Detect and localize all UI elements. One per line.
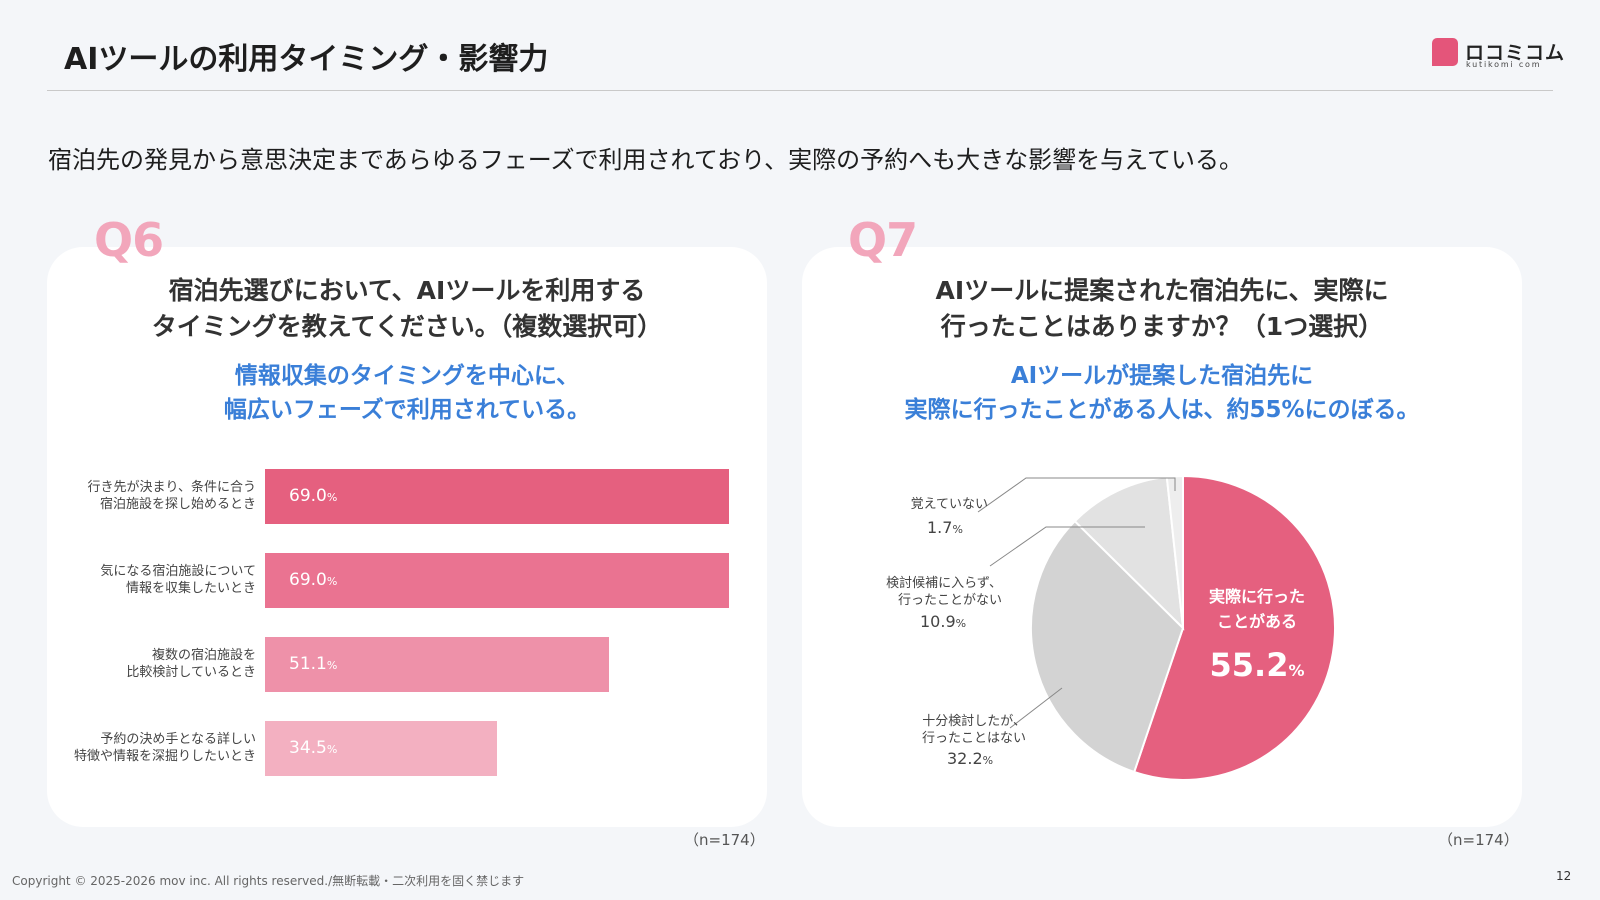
header-divider (47, 90, 1553, 91)
pie-callout-label-line: 十分検討したが、 (922, 714, 1026, 729)
pie-callout-label-line: 覚えていない (910, 497, 988, 512)
bar (265, 637, 609, 692)
bar-value-label: 51.1% (289, 637, 337, 693)
bar (265, 469, 729, 524)
pie-main-label: 実際に行った ことがある (1196, 584, 1318, 634)
pie-callout-label: 十分検討したが、 行ったことはない (922, 713, 1026, 747)
pie-callout-value: 32.2% (947, 749, 993, 768)
bar-category-line: 比較検討しているとき (126, 665, 256, 680)
bar-value-unit: % (326, 659, 338, 672)
pie-callout-value: 10.9% (920, 612, 966, 631)
bar-category-line: 複数の宿泊施設を (151, 648, 256, 663)
bar-value-unit: % (326, 491, 338, 504)
q7-question-line2: 行ったことはありますか？（1つ選択） (940, 312, 1384, 341)
pie-callout-value-unit: % (952, 523, 963, 536)
pie-callout-value-number: 32.2 (947, 749, 983, 768)
bar (265, 721, 497, 776)
q7-sample-size: （n=174） (1438, 831, 1519, 849)
pie-callout-value-number: 10.9 (920, 612, 956, 631)
pie-callout-value-unit: % (955, 617, 967, 630)
q6-card: 宿泊先選びにおいて、AIツールを利用する タイミングを教えてください。（複数選択… (47, 247, 767, 827)
q6-question-line2: タイミングを教えてください。（複数選択可） (151, 312, 663, 341)
pie-callout-value: 1.7% (927, 518, 963, 537)
q7-highlight-line2: 実際に行ったことがある人は、約55%にのぼる。 (904, 397, 1420, 423)
bar-category-line: 気になる宿泊施設について (100, 564, 256, 579)
pie-callout-label: 覚えていない (911, 496, 988, 513)
page-number: 12 (1556, 869, 1572, 883)
q7-question-line1: AIツールに提案された宿泊先に、実際に (935, 276, 1389, 305)
q6-label: Q6 (94, 213, 164, 267)
q6-sample-size: （n=174） (684, 831, 765, 849)
q7-card: AIツールに提案された宿泊先に、実際に 行ったことはありますか？（1つ選択） A… (802, 247, 1522, 827)
pie-callout-label-line: 行ったことはない (921, 731, 1026, 746)
pie-callout-label: 検討候補に入らず、行ったことがない (886, 575, 1002, 609)
bar-category-label: 複数の宿泊施設を比較検討しているとき (56, 647, 256, 681)
q6-highlight-line2: 幅広いフェーズで利用されている。 (223, 397, 591, 423)
pie-callout-label-line: 検討候補に入らず、 (886, 576, 1002, 591)
bar-category-label: 気になる宿泊施設について情報を収集したいとき (56, 563, 256, 597)
bar-value-number: 69.0 (289, 486, 327, 506)
pie-main-value: 55.2% (1196, 646, 1318, 684)
bar-value-number: 51.1 (289, 654, 327, 674)
copyright-footer: Copyright © 2025-2026 mov inc. All right… (12, 874, 525, 888)
bar-category-line: 特徴や情報を深掘りしたいとき (73, 749, 256, 764)
pie-callout-value-number: 1.7 (927, 518, 953, 537)
lead-text: 宿泊先の発見から意思決定まであらゆるフェーズで利用されており、実際の予約へも大き… (48, 146, 1243, 174)
pie-main-value-unit: % (1288, 661, 1305, 680)
bar-value-number: 69.0 (289, 570, 327, 590)
bar-category-label: 行き先が決まり、条件に合う宿泊施設を探し始めるとき (56, 479, 256, 513)
brand-logo: ロコミコム kutikomi com (1432, 38, 1564, 70)
bar-value-number: 34.5 (289, 738, 327, 758)
pie-callout-value-unit: % (982, 754, 994, 767)
bar-category-line: 情報を収集したいとき (125, 581, 256, 596)
bar-value-label: 69.0% (289, 469, 337, 525)
bar-category-line: 宿泊施設を探し始めるとき (99, 497, 256, 512)
page-title: AIツールの利用タイミング・影響力 (64, 42, 549, 77)
pie-main-value-number: 55.2 (1209, 646, 1289, 684)
bar-value-label: 69.0% (289, 553, 337, 609)
q7-highlight-line1: AIツールが提案した宿泊先に (1010, 363, 1314, 389)
logo-mark-icon (1432, 38, 1458, 66)
bar-category-label: 予約の決め手となる詳しい特徴や情報を深掘りしたいとき (56, 731, 256, 765)
bar-value-label: 34.5% (289, 721, 337, 777)
q6-highlight-line1: 情報収集のタイミングを中心に、 (234, 363, 580, 389)
bar-value-unit: % (326, 743, 338, 756)
logo-wordmark: ロコミコム (1465, 42, 1566, 64)
bar-value-unit: % (326, 575, 338, 588)
pie-main-label-line: ことがある (1216, 612, 1297, 631)
bar (265, 553, 729, 608)
pie-main-label-line: 実際に行った (1208, 587, 1305, 606)
q6-question-line1: 宿泊先選びにおいて、AIツールを利用する (168, 276, 646, 305)
bar-category-line: 行き先が決まり、条件に合う (87, 480, 256, 495)
q7-label: Q7 (848, 213, 918, 267)
bar-category-line: 予約の決め手となる詳しい (100, 732, 256, 747)
logo-subtext: kutikomi com (1466, 60, 1542, 69)
pie-callout-label-line: 行ったことがない (897, 593, 1002, 608)
